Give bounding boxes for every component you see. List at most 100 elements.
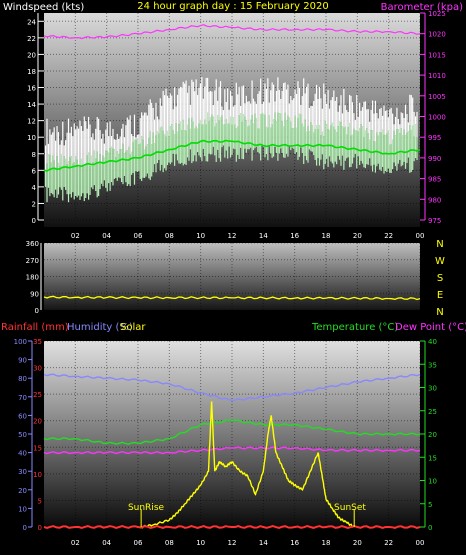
windspeed-tick-label: 10 xyxy=(27,134,36,142)
barometer-tick-label: 1005 xyxy=(428,93,446,101)
x-tick-label: 10 xyxy=(196,539,205,547)
x-tick-label: 06 xyxy=(134,539,143,547)
windspeed-tick-label: 16 xyxy=(27,85,36,93)
barometer-tick-label: 1025 xyxy=(428,10,446,18)
wind-direction-line xyxy=(43,295,421,301)
rainfall-line xyxy=(43,525,421,529)
temperature-tick-label: 0 xyxy=(428,524,432,532)
x-tick-label: 16 xyxy=(290,232,299,240)
x-tick-label: 18 xyxy=(322,232,331,240)
humidity-tick-label: 50 xyxy=(18,431,27,439)
rainfall-tick-label: 5 xyxy=(38,497,42,505)
windspeed-tick-label: 18 xyxy=(27,68,36,76)
dew-point-line xyxy=(43,446,421,455)
sunrise-label: SunRise xyxy=(128,503,165,513)
x-tick-label: 12 xyxy=(228,539,237,547)
humidity-tick-label: 60 xyxy=(18,412,27,420)
windspeed-tick-label: 14 xyxy=(27,101,36,109)
humidity-tick-label: 30 xyxy=(18,468,27,476)
temperature-tick-label: 15 xyxy=(428,454,437,462)
windspeed-tick-label: 22 xyxy=(27,35,36,43)
rainfall-tick-label: 20 xyxy=(33,418,42,426)
humidity-tick-label: 90 xyxy=(18,357,27,365)
windspeed-tick-label: 8 xyxy=(32,151,36,159)
temp-time-ticks: 02 04 06 08 10 12 14 16 18 20 22 00 xyxy=(71,539,425,547)
temperature-tick-label: 25 xyxy=(428,408,437,416)
barometer-tick-label: 1000 xyxy=(428,114,446,122)
legend-dewpoint: Dew Point (°C) xyxy=(395,322,466,333)
compass-label: W xyxy=(435,256,445,267)
rainfall-tick-label: 25 xyxy=(33,391,42,399)
temperature-tick-label: 30 xyxy=(428,385,437,393)
x-tick-label: 18 xyxy=(322,539,331,547)
x-tick-label: 22 xyxy=(384,539,393,547)
humidity-line xyxy=(43,373,421,402)
x-tick-label: 02 xyxy=(71,232,80,240)
compass-label: N xyxy=(436,307,443,318)
x-tick-label: 06 xyxy=(134,232,143,240)
humidity-tick-label: 80 xyxy=(18,375,27,383)
direction-series xyxy=(43,295,421,301)
windspeed-tick-label: 20 xyxy=(27,51,36,59)
wind-series xyxy=(43,24,421,203)
temperature-tick-label: 20 xyxy=(428,431,437,439)
compass-label: N xyxy=(436,239,443,250)
windspeed-tick-label: 2 xyxy=(32,200,36,208)
rainfall-tick-label: 30 xyxy=(33,365,42,373)
windspeed-series xyxy=(44,77,418,171)
x-tick-label: 00 xyxy=(416,232,425,240)
legend-temperature: Temperature (°C) xyxy=(311,322,398,333)
x-tick-label: 14 xyxy=(259,539,268,547)
humidity-ticks: 0 10 20 30 40 50 60 70 80 90 100 xyxy=(14,338,33,532)
temperature-tick-label: 40 xyxy=(428,338,437,346)
wind-time-ticks: 02 04 06 08 10 12 14 16 18 20 22 00 xyxy=(71,232,425,240)
x-tick-label: 20 xyxy=(353,539,362,547)
humidity-tick-label: 10 xyxy=(18,505,27,513)
compass-label: E xyxy=(437,290,443,301)
humidity-tick-label: 0 xyxy=(23,524,27,532)
sunset-label: SunSet xyxy=(334,503,366,513)
x-tick-label: 10 xyxy=(196,232,205,240)
temperature-tick-label: 10 xyxy=(428,478,437,486)
direction-tick-label: 360 xyxy=(26,240,39,248)
wind-pressure-panel: Windspeed (kts) Barometer (kpa) 02468101… xyxy=(3,2,463,240)
temp-series xyxy=(43,373,421,529)
wind-average-line xyxy=(43,139,421,172)
temp-humidity-panel: Rainfall (mm) Humidity (%) Solar Tempera… xyxy=(1,322,466,547)
rainfall-ticks: 0 5 10 15 20 25 30 35 xyxy=(33,338,42,532)
barometer-axis-label: Barometer (kpa) xyxy=(381,2,463,13)
barometer-tick-label: 1015 xyxy=(428,51,446,59)
solar-line xyxy=(140,401,355,529)
direction-tick-label: 90 xyxy=(30,290,39,298)
direction-tick-label: 0 xyxy=(35,307,39,315)
rainfall-tick-label: 35 xyxy=(33,338,42,346)
legend-solar: Solar xyxy=(120,322,146,333)
direction-grid xyxy=(44,242,421,311)
barometer-tick-label: 990 xyxy=(428,155,441,163)
windspeed-tick-label: 6 xyxy=(32,167,37,175)
windspeed-axis-label: Windspeed (kts) xyxy=(3,2,84,13)
temperature-line xyxy=(43,419,421,445)
x-tick-label: 02 xyxy=(71,539,80,547)
compass-label: S xyxy=(437,273,443,284)
x-tick-label: 22 xyxy=(384,232,393,240)
barometer-tick-label: 975 xyxy=(428,217,441,225)
windspeed-tick-label: 12 xyxy=(27,118,36,126)
chart-title: 24 hour graph day : 15 February 2020 xyxy=(137,1,328,12)
windspeed-tick-label: 4 xyxy=(32,184,37,192)
windspeed-tick-label: 24 xyxy=(27,18,36,26)
x-tick-label: 04 xyxy=(102,232,111,240)
humidity-tick-label: 70 xyxy=(18,394,27,402)
humidity-tick-label: 20 xyxy=(18,487,27,495)
humidity-tick-label: 100 xyxy=(14,338,27,346)
legend-rainfall: Rainfall (mm) xyxy=(1,322,69,333)
x-tick-label: 08 xyxy=(165,232,174,240)
x-tick-label: 00 xyxy=(416,539,425,547)
temperature-tick-label: 35 xyxy=(428,361,437,369)
barometer-tick-label: 985 xyxy=(428,176,441,184)
rainfall-tick-label: 0 xyxy=(38,524,42,532)
